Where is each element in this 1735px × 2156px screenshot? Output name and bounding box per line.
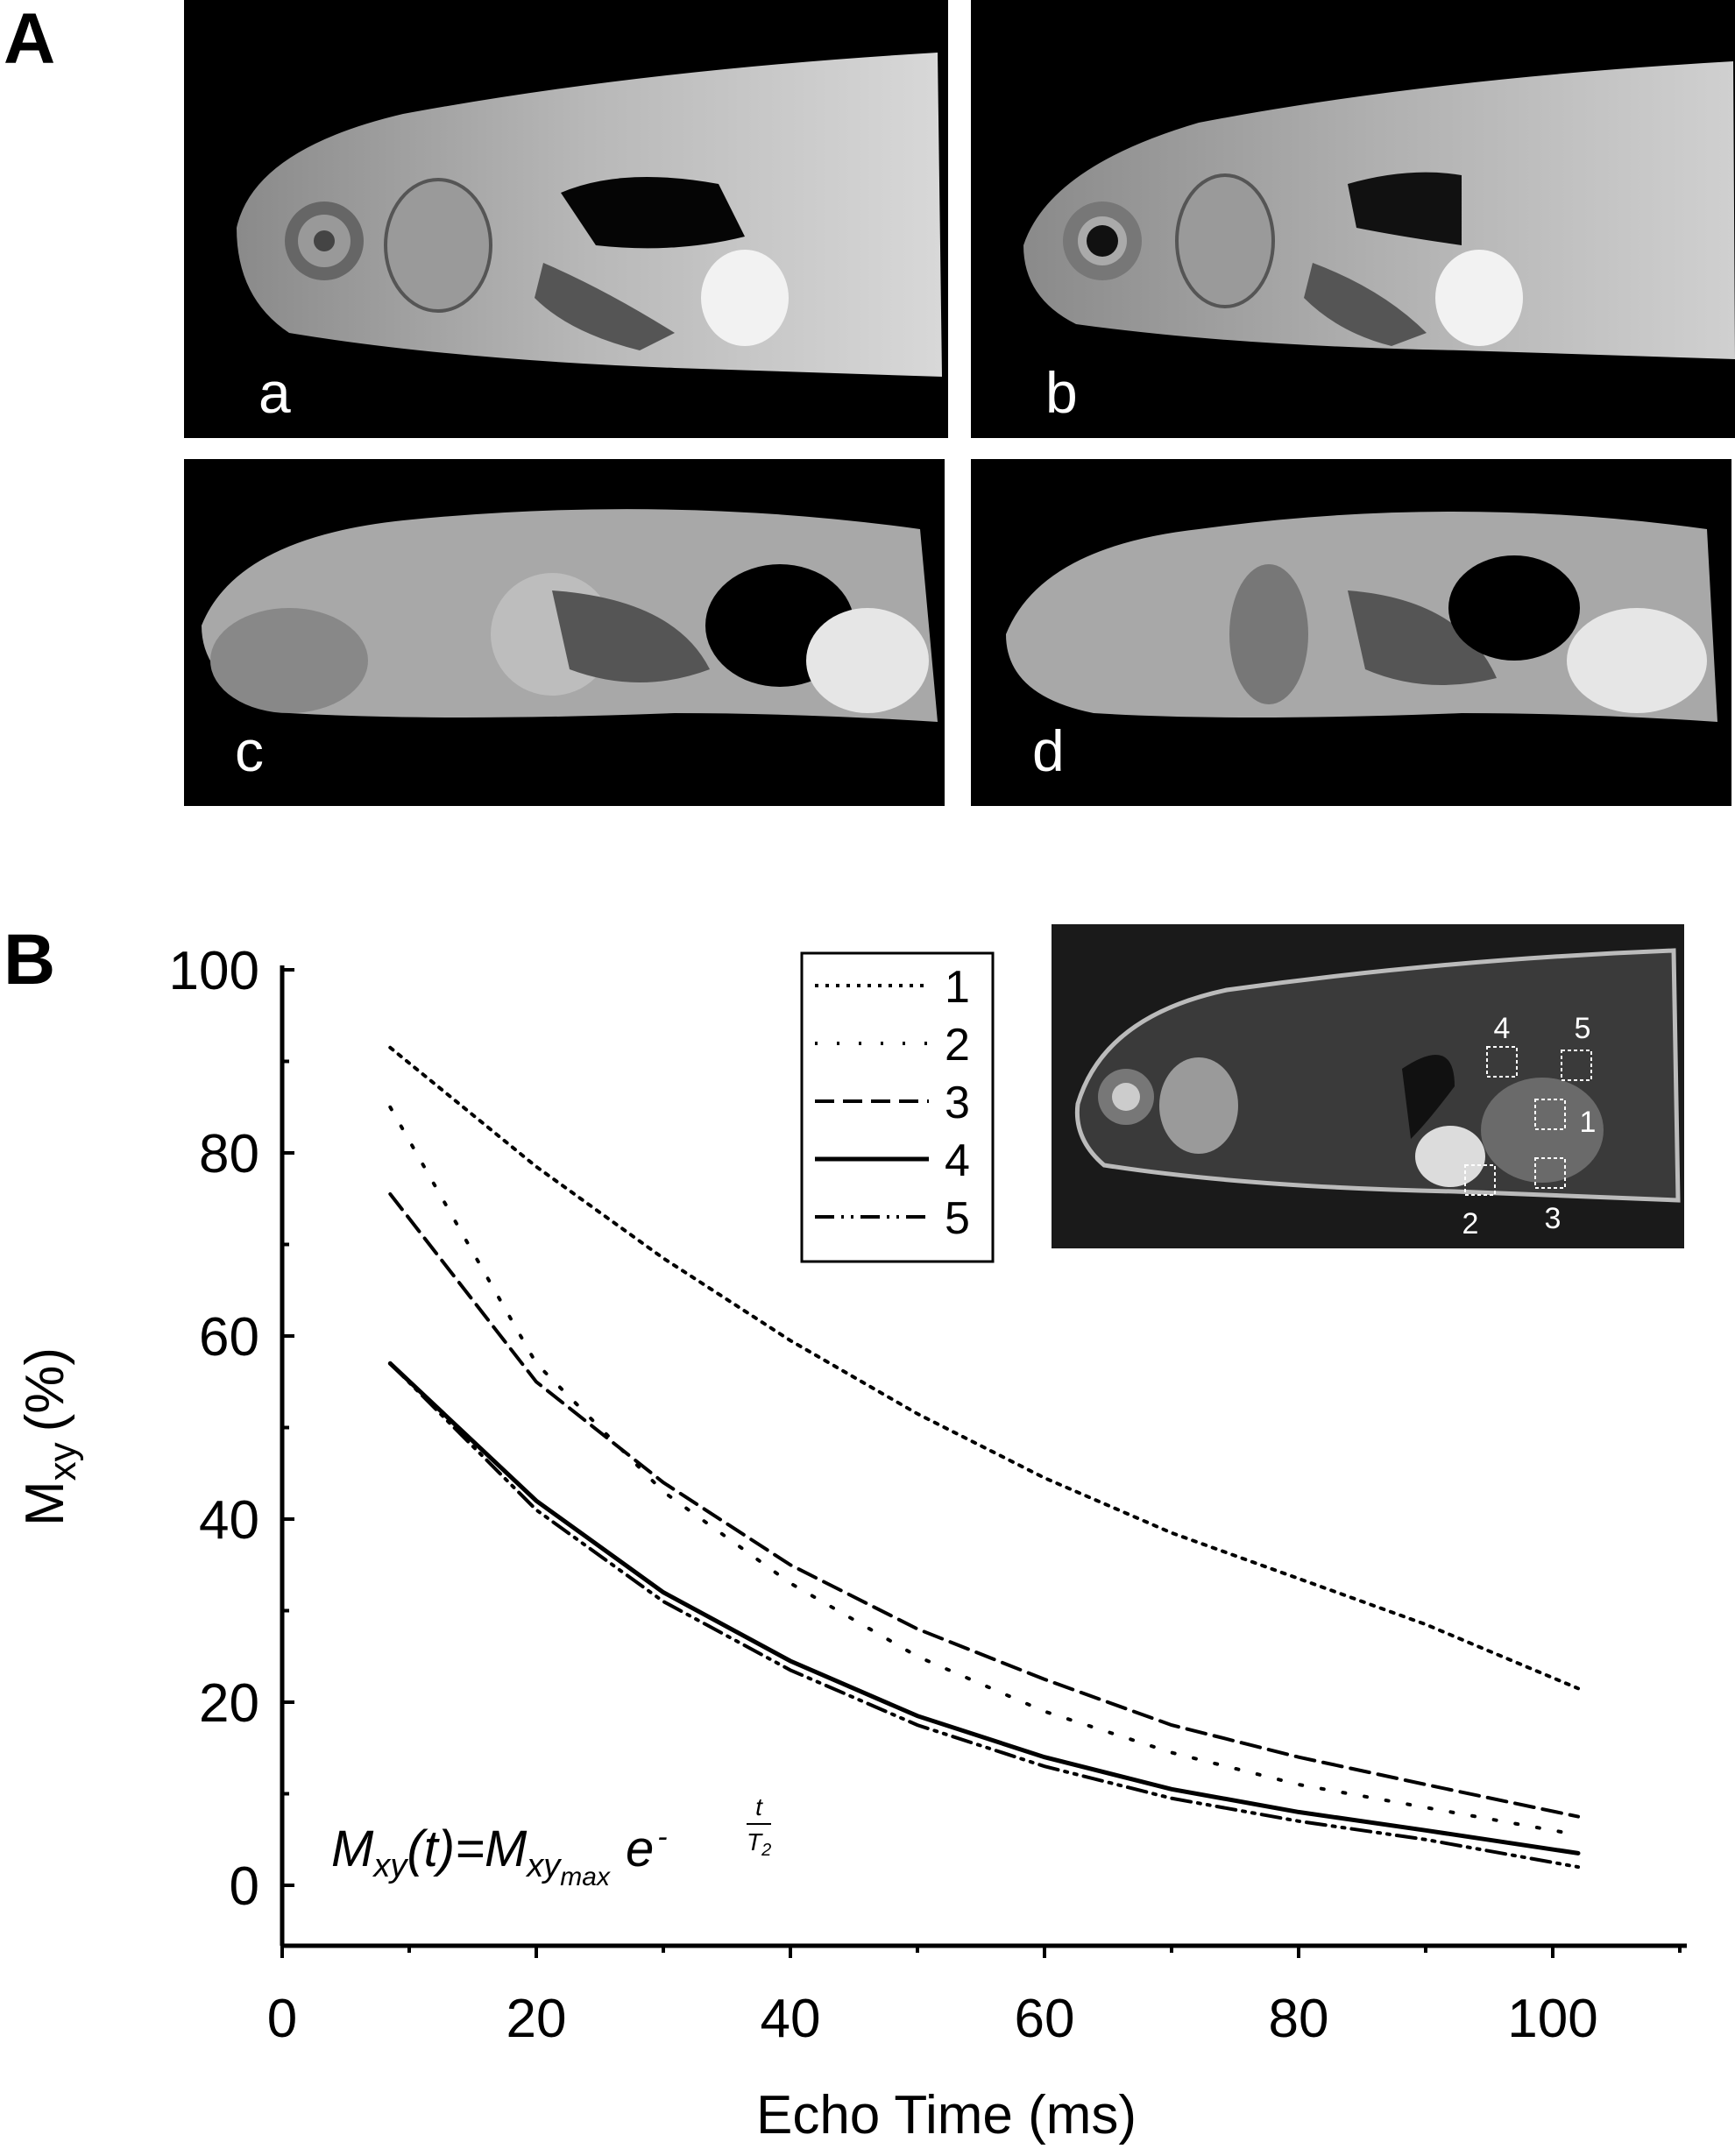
roi-label-4: 4 xyxy=(1494,1012,1511,1045)
y-axis-title: Mxy(%) xyxy=(15,1347,84,1526)
panel-label-b: B xyxy=(4,920,56,1000)
panel-label-a: A xyxy=(4,0,56,79)
series-line-5 xyxy=(388,1361,1580,1870)
mri-image-b: b xyxy=(971,0,1735,438)
legend-label-4: 4 xyxy=(945,1135,970,1186)
roi-label-2: 2 xyxy=(1462,1207,1479,1241)
y-tick-label: 100 xyxy=(169,941,259,1001)
subpanel-label-a: a xyxy=(258,360,291,425)
x-tick-label: 40 xyxy=(761,1989,821,2049)
equation-exponent-denominator: T2 xyxy=(747,1828,771,1860)
series-line-3 xyxy=(388,1192,1580,1819)
equation-exponent-numerator: t xyxy=(755,1793,763,1820)
x-tick-label: 0 xyxy=(267,1989,297,2049)
legend-label-5: 5 xyxy=(945,1193,970,1244)
x-tick-label: 20 xyxy=(506,1989,567,2049)
roi-label-3: 3 xyxy=(1545,1202,1562,1235)
x-tick-label: 100 xyxy=(1507,1989,1597,2049)
y-tick-label: 20 xyxy=(199,1673,259,1734)
subpanel-label-d: d xyxy=(1032,718,1065,783)
y-tick-label: 40 xyxy=(199,1490,259,1551)
series-line-1 xyxy=(388,1045,1580,1691)
x-axis-title: Echo Time (ms) xyxy=(756,2085,1137,2145)
mri-image-a: a xyxy=(184,0,948,438)
y-tick-label: 80 xyxy=(199,1124,259,1184)
series-line-4 xyxy=(387,1361,1581,1856)
subpanel-label-b: b xyxy=(1045,360,1078,425)
x-tick-label: 60 xyxy=(1015,1989,1075,2049)
mri-image-c: c xyxy=(184,459,945,806)
mri-image-d: d xyxy=(971,459,1731,806)
subpanel-label-c: c xyxy=(235,718,264,783)
y-tick-label: 0 xyxy=(230,1856,259,1917)
decay-chart: 0 20 40 60 80 100 0 20 40 60 80 100 Echo Time (ms)… xyxy=(15,924,1687,2145)
decay-equation: Mxy(t)=Mxymax e - xyxy=(331,1820,668,1891)
legend-label-3: 3 xyxy=(945,1078,970,1128)
inset-mri-image: 4 5 1 2 3 xyxy=(1052,924,1684,1248)
roi-label-1: 1 xyxy=(1580,1106,1597,1139)
legend-label-2: 2 xyxy=(945,1020,970,1071)
legend: 1 2 3 4 5 xyxy=(800,951,995,1263)
x-tick-label: 80 xyxy=(1269,1989,1329,2049)
y-tick-label: 60 xyxy=(199,1307,259,1368)
legend-label-1: 1 xyxy=(945,962,970,1013)
roi-label-5: 5 xyxy=(1575,1012,1591,1045)
